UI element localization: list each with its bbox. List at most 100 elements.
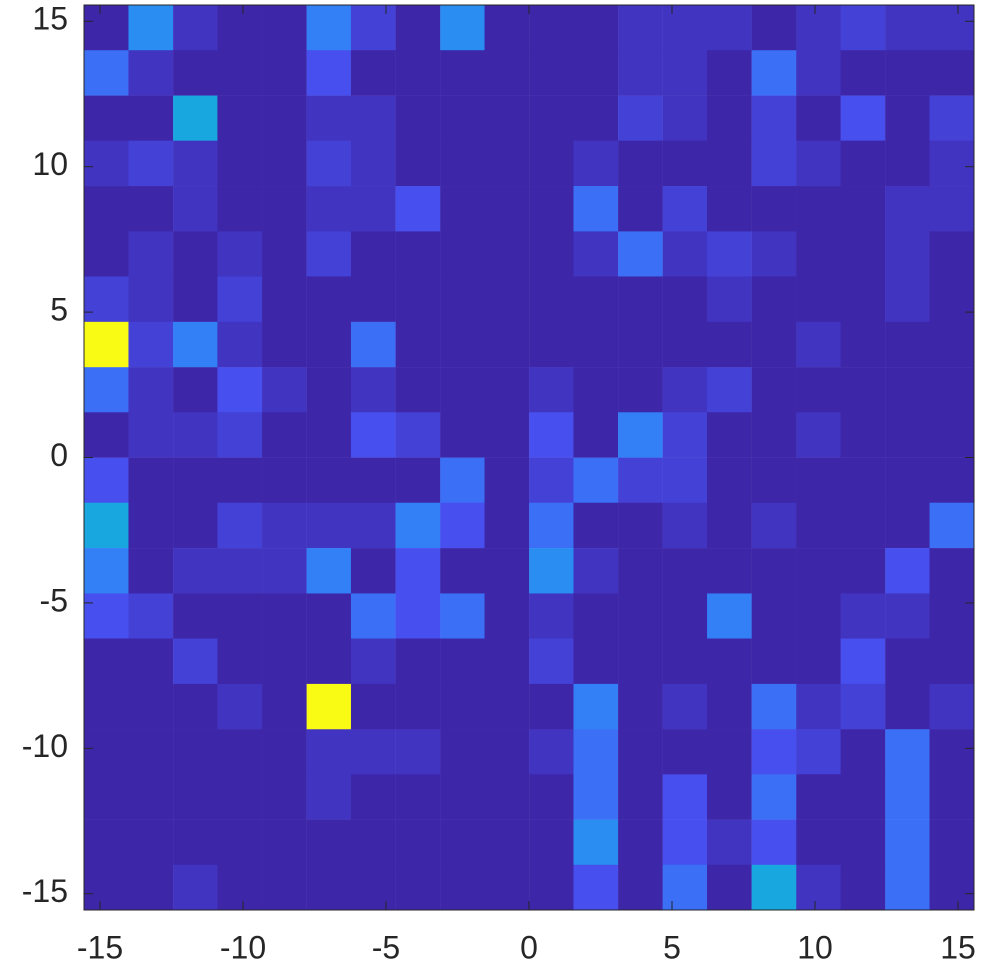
heatmap-cell [217, 50, 263, 96]
heatmap-cell [929, 186, 975, 232]
heatmap-cell [128, 593, 174, 640]
heatmap-cell [618, 638, 663, 685]
heatmap-cell [751, 276, 797, 323]
heatmap-cell [618, 683, 663, 730]
heatmap-cell [395, 819, 441, 866]
heatmap-cell [440, 819, 486, 866]
heatmap-cell [484, 367, 530, 413]
heatmap-cell [840, 95, 886, 142]
heatmap-cell [929, 412, 975, 458]
heatmap-cell [350, 5, 396, 51]
heatmap-cell [618, 367, 663, 413]
heatmap-cell [529, 638, 574, 685]
heatmap-cell [440, 140, 486, 187]
heatmap-cell [262, 412, 307, 458]
heatmap-cell [395, 367, 441, 413]
heatmap-cell [440, 683, 486, 730]
heatmap-cell [262, 186, 307, 232]
heatmap-cell [440, 186, 486, 232]
heatmap-cell [395, 276, 441, 323]
heatmap-cell [662, 864, 708, 911]
heatmap-cell [885, 95, 931, 142]
heatmap-cell [573, 186, 619, 232]
heatmap-cell [217, 231, 263, 277]
axes: -15 -10 -5 0 5 10 15 -15 -10 -5 0 5 10 15 [22, 1, 976, 966]
heatmap-cell [306, 412, 352, 458]
heatmap-cell [262, 321, 307, 368]
heatmap-cell [173, 5, 218, 51]
heatmap-cell [662, 819, 708, 866]
heatmap-cell [840, 864, 886, 911]
heatmap-cell [796, 457, 842, 504]
heatmap-cell [929, 548, 975, 594]
heatmap-cell [395, 502, 441, 549]
heatmap-cell [262, 367, 307, 413]
heatmap-cell [484, 502, 530, 549]
heatmap-cell [618, 774, 663, 820]
heatmap-cell [440, 638, 486, 685]
heatmap-cell [929, 140, 975, 187]
heatmap-cell [484, 186, 530, 232]
heatmap-cell [484, 412, 530, 458]
heatmap-cell [350, 729, 396, 775]
heatmap-cell [350, 140, 396, 187]
heatmap-cell [840, 457, 886, 504]
heatmap-cell [350, 638, 396, 685]
heatmap-cell [885, 729, 931, 775]
heatmap-cell [707, 502, 752, 549]
heatmap-cell [662, 50, 708, 96]
heatmap-cell [440, 412, 486, 458]
heatmap-cell [751, 50, 797, 96]
x-tick-label: -15 [77, 929, 123, 965]
heatmap-cell [350, 367, 396, 413]
heatmap-cell [796, 321, 842, 368]
heatmap-cell [217, 638, 263, 685]
heatmap-cell [929, 683, 975, 730]
heatmap-cell [751, 457, 797, 504]
heatmap-cell [217, 186, 263, 232]
heatmap-cell [262, 548, 307, 594]
heatmap-cell [440, 231, 486, 277]
heatmap-cell [262, 819, 307, 866]
heatmap-cell [885, 457, 931, 504]
heatmap-cell [128, 548, 174, 594]
heatmap-cell [306, 502, 352, 549]
heatmap-cell [707, 638, 752, 685]
heatmap-cell [84, 864, 129, 911]
heatmap-cell [350, 276, 396, 323]
heatmap-cell [350, 50, 396, 96]
heatmap-cell [84, 412, 129, 458]
heatmap-cell [751, 548, 797, 594]
heatmap-cell [662, 5, 708, 51]
heatmap-cell [840, 186, 886, 232]
heatmap-cell [440, 864, 486, 911]
heatmap-cell [306, 774, 352, 820]
heatmap-cell [350, 864, 396, 911]
heatmap-cell [173, 231, 218, 277]
heatmap-cell [128, 186, 174, 232]
heatmap-cell [618, 593, 663, 640]
heatmap-cell [84, 457, 129, 504]
heatmap-cell [529, 276, 574, 323]
heatmap-cell [395, 5, 441, 51]
heatmap-cell [484, 276, 530, 323]
heatmap-cell [395, 683, 441, 730]
heatmap-cell [618, 95, 663, 142]
heatmap-cell [84, 502, 129, 549]
heatmap-cell [350, 502, 396, 549]
heatmap-cell [840, 819, 886, 866]
heatmap-cell [395, 140, 441, 187]
heatmap-cell [885, 50, 931, 96]
heatmap-cell [484, 457, 530, 504]
heatmap-cell [217, 864, 263, 911]
heatmap-cell [707, 457, 752, 504]
heatmap-cell [306, 231, 352, 277]
heatmap-cell [84, 140, 129, 187]
heatmap-cell [751, 683, 797, 730]
heatmap-cell [929, 367, 975, 413]
heatmap-cell [707, 548, 752, 594]
heatmap-cell [440, 729, 486, 775]
heatmap-cell [707, 5, 752, 51]
heatmap-cell [885, 593, 931, 640]
heatmap-cell [128, 502, 174, 549]
